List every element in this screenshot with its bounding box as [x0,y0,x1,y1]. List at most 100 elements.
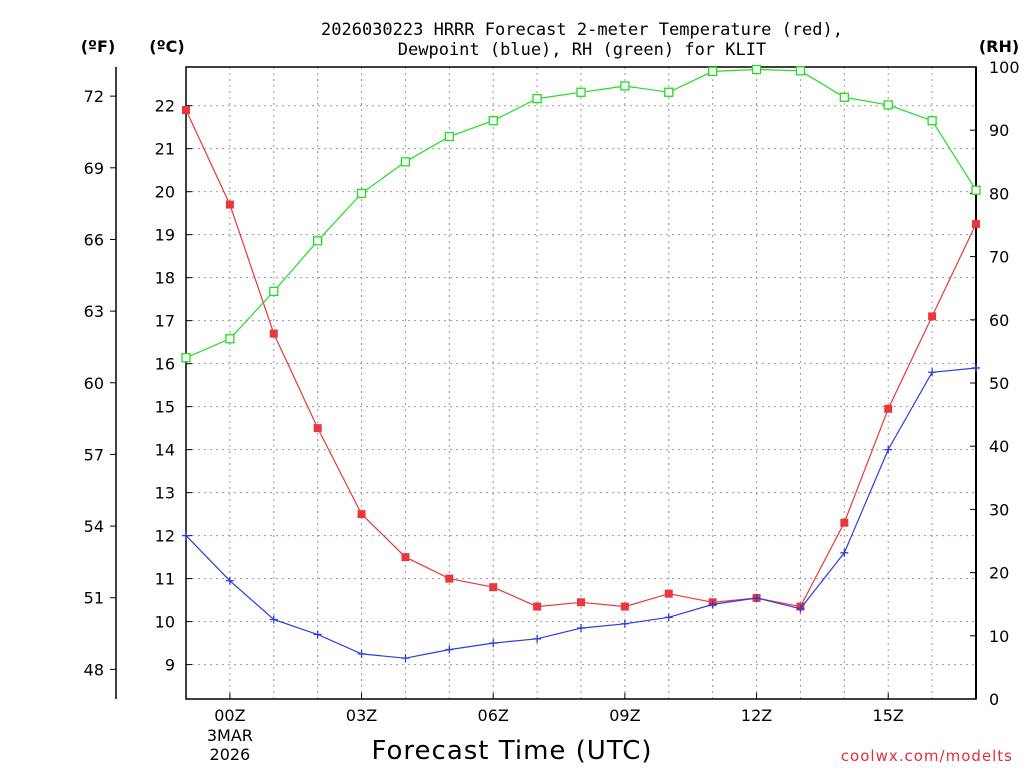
rh-tick-label: 100 [989,58,1020,77]
celsius-unit-label: (ºC) [149,37,184,56]
fahrenheit-tick-label: 57 [84,445,104,464]
rh-tick-label: 50 [989,374,1009,393]
data-point-temperature [928,312,937,321]
data-point-temperature [972,219,980,228]
data-point-rh [927,116,937,126]
data-point-rh [883,100,893,110]
celsius-tick-label: 15 [155,398,175,417]
fahrenheit-tick-label: 48 [84,660,104,679]
fahrenheit-tick-label: 51 [84,589,104,608]
celsius-tick-label: 17 [155,312,175,331]
data-point-dewpoint [401,654,410,663]
data-point-rh [225,334,235,344]
data-point-rh [488,116,498,126]
celsius-tick-label: 18 [155,269,175,288]
data-point-rh [620,81,630,91]
data-point-dewpoint [577,624,585,633]
data-point-dewpoint [225,576,234,585]
x-tick-label: 03Z [346,706,377,725]
axes [110,66,977,700]
x-tick-label: 06Z [478,706,509,725]
data-point-dewpoint [489,639,498,648]
celsius-tick-label: 19 [155,226,175,245]
rh-tick-label: 30 [989,500,1009,519]
x-tick-date-label: 3MAR [207,726,253,745]
celsius-tick-label: 14 [155,441,175,460]
data-point-temperature [313,424,322,433]
data-point-temperature [269,329,278,338]
data-point-dewpoint [620,619,629,628]
data-point-dewpoint [884,445,893,454]
data-point-temperature [577,598,585,607]
celsius-tick-label: 16 [155,355,175,374]
data-point-temperature [840,518,849,527]
data-point-dewpoint [357,649,366,658]
celsius-tick-label: 13 [155,484,175,503]
data-point-dewpoint [664,613,673,622]
x-tick-label: 12Z [741,706,772,725]
series-dewpoint [182,363,980,663]
x-tick-label: 00Z [214,706,245,725]
data-series [181,64,981,663]
data-point-temperature [620,602,629,611]
data-point-rh [795,66,806,76]
celsius-tick-label: 9 [165,656,175,675]
credit-text: coolwx.com/modelts [841,747,1013,765]
data-point-temperature [357,510,366,519]
data-point-dewpoint [445,645,454,654]
celsius-tick-label: 10 [155,613,175,632]
series-rh [181,64,981,363]
data-point-rh [400,157,411,167]
fahrenheit-tick-label: 63 [84,302,104,321]
tick-labels: 9 10 11 12 13 14 15 16 17 18 19 20 21 22 48 51 54 57 60 63 6… [84,58,1020,764]
data-point-dewpoint [928,368,937,377]
data-point-dewpoint [796,604,805,613]
fahrenheit-tick-label: 69 [84,159,104,178]
data-point-rh [532,93,542,104]
data-point-rh [181,353,191,363]
rh-tick-label: 80 [989,184,1009,203]
celsius-tick-label: 22 [155,97,175,116]
data-point-rh [839,92,849,102]
rh-tick-label: 20 [989,564,1009,583]
celsius-tick-label: 11 [155,570,175,589]
x-tick-label: 15Z [873,706,904,725]
data-point-dewpoint [313,630,322,639]
fahrenheit-tick-label: 66 [84,230,104,249]
data-point-rh [664,87,674,97]
data-point-dewpoint [269,615,278,624]
data-point-rh [708,66,718,77]
x-tick-year-label: 2026 [210,745,251,764]
data-point-dewpoint [972,363,980,372]
data-point-rh [313,236,323,246]
data-point-rh [269,286,279,297]
rh-tick-label: 90 [989,121,1009,140]
data-point-temperature [489,583,498,592]
data-point-temperature [225,200,234,209]
rh-unit-label: (RH) [979,37,1019,56]
fahrenheit-tick-label: 54 [84,517,104,536]
data-point-dewpoint [182,531,190,540]
rh-tick-label: 60 [989,311,1009,330]
data-point-rh [356,188,367,199]
celsius-tick-label: 20 [155,183,175,202]
data-point-temperature [533,602,542,611]
data-point-dewpoint [708,600,717,609]
data-point-rh [751,64,762,75]
data-point-temperature [445,574,454,583]
series-line-temperature [185,109,977,608]
rh-tick-label: 0 [989,690,999,709]
rh-tick-label: 10 [989,627,1009,646]
fahrenheit-unit-label: (ºF) [81,37,116,56]
data-point-dewpoint [533,634,542,643]
series-temperature [182,105,980,611]
x-tick-label: 09Z [609,706,640,725]
chart-subtitle: Dewpoint (blue), RH (green) for KLIT [398,40,766,60]
fahrenheit-tick-label: 72 [84,87,104,106]
celsius-tick-label: 12 [155,527,175,546]
data-point-dewpoint [752,593,761,602]
data-point-temperature [884,404,893,413]
fahrenheit-tick-label: 60 [84,374,104,393]
chart-title: 2026030223 HRRR Forecast 2-meter Tempera… [321,20,843,40]
